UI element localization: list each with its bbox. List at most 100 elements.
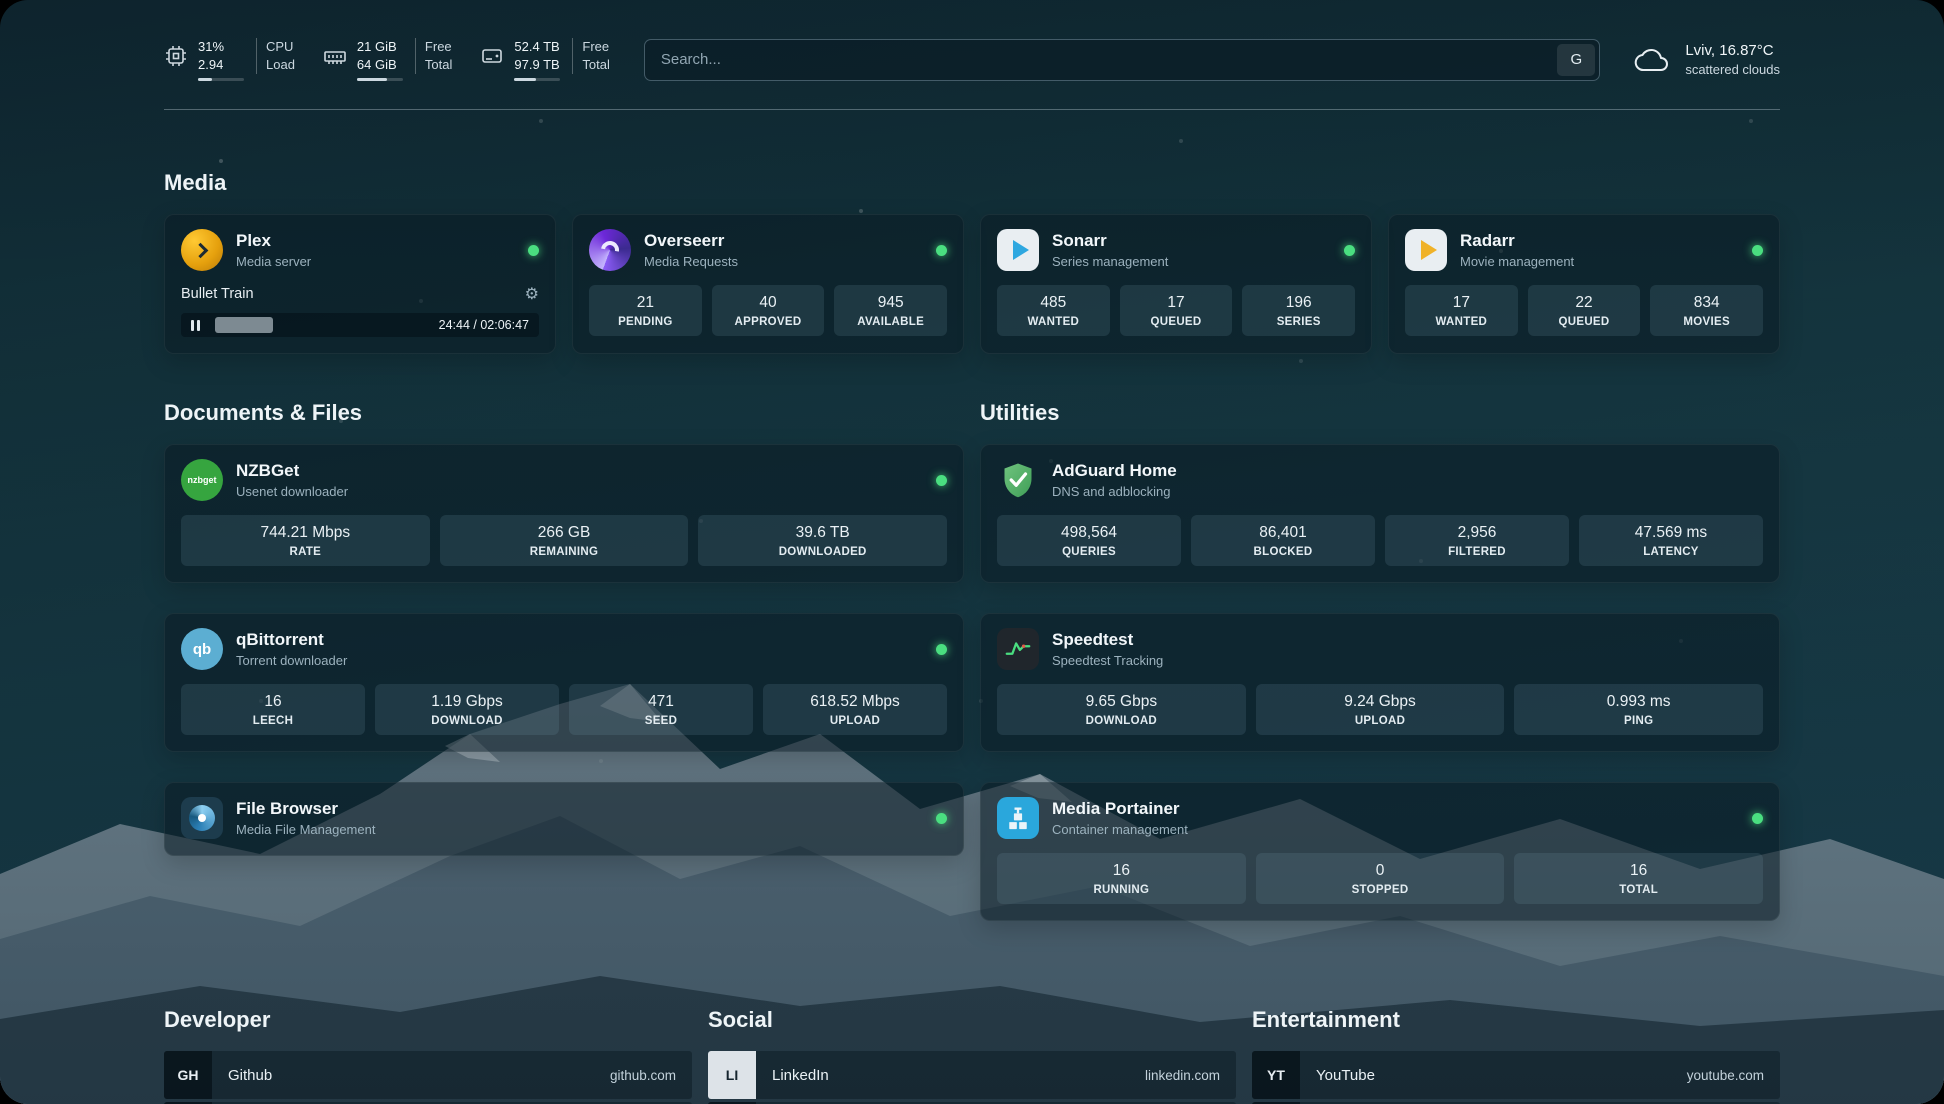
two-column-area: Documents & Files nzbget NZBGet Usenet d…	[164, 400, 1780, 921]
bookmarks-section: Developer GH Github github.com SO StackO…	[164, 1007, 1780, 1104]
snow-specks	[0, 0, 2, 2]
bookmark-twitter[interactable]: TW Twitter twitter.com	[708, 1102, 1236, 1104]
ram-widget: 21 GiB 64 GiB Free Total	[323, 38, 452, 81]
stat-leech: 16 LEECH	[181, 684, 365, 735]
ram-icon	[324, 51, 346, 64]
app-name: NZBGet	[236, 461, 300, 480]
bookmark-linkedin[interactable]: LI LinkedIn linkedin.com	[708, 1051, 1236, 1099]
gear-icon[interactable]: ⚙	[524, 286, 539, 303]
stat-series: 196 SERIES	[1242, 285, 1356, 336]
app-subtitle: DNS and adblocking	[1052, 484, 1171, 499]
app-name: Media Portainer	[1052, 799, 1180, 818]
bookmark-group-social: Social LI LinkedIn linkedin.com TW Twitt…	[708, 1007, 1236, 1104]
stat-queries: 498,564 QUERIES	[997, 515, 1181, 566]
disk-usage-bar	[514, 78, 561, 81]
speedtest-card[interactable]: Speedtest Speedtest Tracking 9.65 Gbps D…	[980, 613, 1780, 752]
app-name: Sonarr	[1052, 231, 1107, 250]
header-divider	[164, 109, 1780, 110]
app-name: Plex	[236, 231, 271, 250]
qbittorrent-card[interactable]: qb qBittorrent Torrent downloader 16 LEE…	[164, 613, 964, 752]
ram-total: 64 GiB	[356, 57, 397, 72]
search-engine-button[interactable]: G	[1557, 43, 1596, 76]
now-playing-title: Bullet Train	[181, 286, 254, 302]
stat-upload: 9.24 Gbps UPLOAD	[1255, 684, 1505, 735]
ram-free: 21 GiB	[356, 39, 397, 54]
section-title-developer: Developer	[164, 1007, 271, 1032]
portainer-card[interactable]: Media Portainer Container management 16 …	[980, 782, 1780, 921]
plex-text: Plex Media server	[236, 231, 311, 269]
nzbget-icon: nzbget	[181, 459, 223, 501]
app-subtitle: Media Requests	[644, 254, 738, 269]
stat-wanted: 17 WANTED	[1405, 285, 1518, 336]
app-name: Speedtest	[1052, 630, 1134, 649]
status-online-dot	[936, 474, 947, 486]
status-online-dot	[528, 244, 539, 256]
weather-condition: scattered clouds	[1685, 62, 1780, 77]
pause-icon[interactable]	[191, 319, 200, 331]
section-title-social: Social	[708, 1007, 773, 1032]
netflix-icon: NF	[1252, 1102, 1300, 1104]
linkedin-icon: LI	[708, 1051, 756, 1099]
disk-total: 97.9 TB	[514, 57, 560, 72]
section-title-documents: Documents & Files	[164, 400, 363, 425]
progress-elapsed	[215, 317, 273, 333]
search-input[interactable]	[643, 38, 1601, 81]
stat-pending: 21 PENDING	[589, 285, 702, 336]
playback-progress-bar[interactable]: 24:44 / 02:06:47	[181, 313, 539, 337]
nzbget-card[interactable]: nzbget NZBGet Usenet downloader 744.21 M…	[164, 444, 964, 583]
cpu-percent: 31%	[198, 39, 225, 54]
app-subtitle: Speedtest Tracking	[1052, 653, 1164, 668]
bookmark-stackoverflow[interactable]: SO StackOverflow stackoverflow.com	[164, 1102, 692, 1104]
search-box: G	[643, 38, 1601, 81]
app-subtitle: Media File Management	[236, 822, 376, 837]
bookmark-group-entertainment: Entertainment YT YouTube youtube.com NF …	[1252, 1007, 1780, 1104]
radarr-card[interactable]: Radarr Movie management 17 WANTED 22 QUE…	[1388, 214, 1780, 354]
filebrowser-icon	[181, 797, 223, 839]
bookmark-netflix[interactable]: NF Netflix netflix.com	[1252, 1102, 1780, 1104]
weather-widget: Lviv, 16.87°C scattered clouds	[1634, 42, 1780, 77]
bookmark-group-developer: Developer GH Github github.com SO StackO…	[164, 1007, 692, 1104]
column-utilities: Utilities	[980, 400, 1780, 921]
cpu-widget: 31% 2.94 CPU Load	[164, 38, 295, 81]
stat-download: 1.19 Gbps DOWNLOAD	[375, 684, 559, 735]
disk-values: 52.4 TB 97.9 TB	[514, 38, 561, 81]
status-online-dot	[1344, 244, 1355, 256]
sonarr-card[interactable]: Sonarr Series management 485 WANTED 17 Q…	[980, 214, 1372, 354]
cloud-icon	[1635, 48, 1669, 71]
stat-total: 16 TOTAL	[1514, 853, 1764, 904]
stat-queued: 22 QUEUED	[1527, 285, 1641, 336]
system-stats: 31% 2.94 CPU Load 21 GiB	[164, 38, 610, 81]
app-name: Overseerr	[644, 231, 725, 250]
bookmark-github[interactable]: GH Github github.com	[164, 1051, 692, 1099]
app-name: Radarr	[1460, 231, 1515, 250]
qbittorrent-icon: qb	[181, 628, 223, 670]
cpu-icon	[166, 46, 186, 66]
filebrowser-card[interactable]: File Browser Media File Management	[164, 782, 964, 856]
bookmark-youtube[interactable]: YT YouTube youtube.com	[1252, 1051, 1780, 1099]
ram-values: 21 GiB 64 GiB	[356, 38, 403, 81]
overseerr-card[interactable]: Overseerr Media Requests 21 PENDING 40 A…	[572, 214, 964, 354]
stat-blocked: 86,401 BLOCKED	[1191, 515, 1375, 566]
status-online-dot	[936, 244, 947, 256]
disk-icon	[482, 49, 503, 63]
ram-labels: Free Total	[414, 38, 452, 74]
overseerr-icon	[589, 229, 631, 271]
app-subtitle: Container management	[1052, 822, 1188, 837]
column-documents: Documents & Files nzbget NZBGet Usenet d…	[164, 400, 964, 921]
plex-card[interactable]: Plex Media server Bullet Train ⚙ 24:44 /…	[164, 214, 556, 354]
cpu-usage-bar	[198, 78, 244, 81]
cpu-labels: CPU Load	[256, 38, 295, 74]
stat-remaining: 266 GB REMAINING	[439, 515, 689, 566]
stat-wanted: 485 WANTED	[997, 285, 1110, 336]
stat-upload: 618.52 Mbps UPLOAD	[763, 684, 947, 735]
stat-filtered: 2,956 FILTERED	[1385, 515, 1569, 566]
app-name: AdGuard Home	[1052, 461, 1177, 480]
disk-widget: 52.4 TB 97.9 TB Free Total	[480, 38, 610, 81]
section-title-entertainment: Entertainment	[1252, 1007, 1400, 1032]
adguard-card[interactable]: AdGuard Home DNS and adblocking 498,564 …	[980, 444, 1780, 583]
stackoverflow-icon: SO	[164, 1102, 212, 1104]
plex-icon	[181, 229, 223, 271]
app-subtitle: Torrent downloader	[236, 653, 348, 668]
status-online-dot	[1752, 244, 1763, 256]
